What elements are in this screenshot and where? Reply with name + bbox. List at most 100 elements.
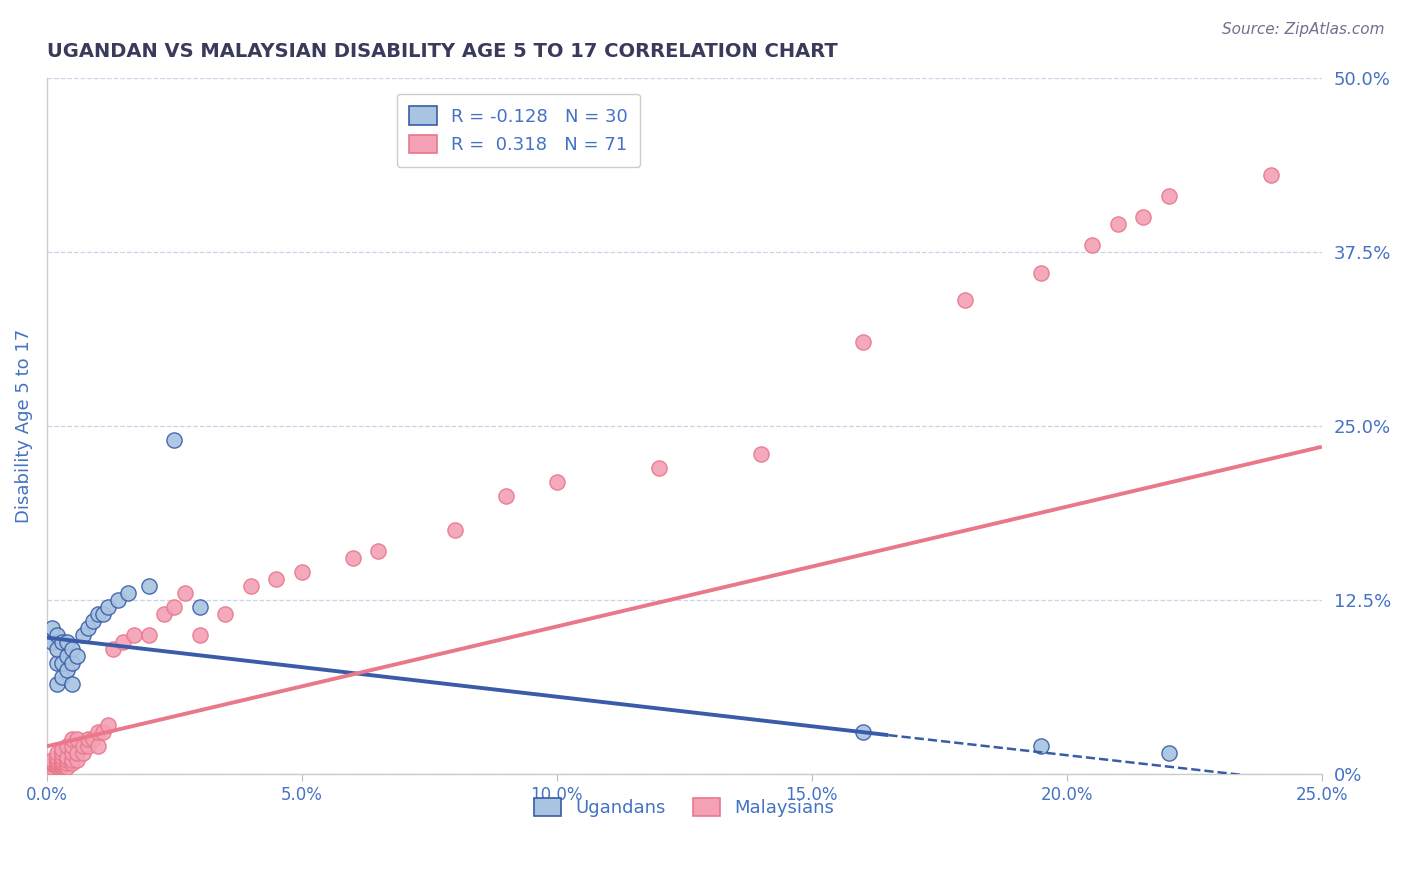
- Point: [122, 628, 145, 642]
- Point: [51, 760, 73, 774]
- Point: [87, 739, 110, 754]
- Point: [46, 760, 69, 774]
- Point: [41, 753, 63, 767]
- Point: [82, 614, 104, 628]
- Text: UGANDAN VS MALAYSIAN DISABILITY AGE 5 TO 17 CORRELATION CHART: UGANDAN VS MALAYSIAN DISABILITY AGE 5 TO…: [46, 42, 838, 61]
- Point: [546, 475, 568, 489]
- Point: [1031, 739, 1053, 754]
- Point: [51, 750, 73, 764]
- Point: [56, 663, 79, 677]
- Point: [60, 753, 83, 767]
- Point: [76, 732, 98, 747]
- Point: [97, 599, 120, 614]
- Point: [46, 753, 69, 767]
- Point: [46, 758, 69, 772]
- Point: [1132, 210, 1154, 224]
- Point: [51, 755, 73, 769]
- Point: [495, 489, 517, 503]
- Point: [51, 757, 73, 772]
- Point: [163, 599, 186, 614]
- Point: [1157, 189, 1180, 203]
- Point: [72, 746, 94, 760]
- Point: [103, 641, 125, 656]
- Point: [82, 732, 104, 747]
- Text: Source: ZipAtlas.com: Source: ZipAtlas.com: [1222, 22, 1385, 37]
- Point: [138, 579, 160, 593]
- Point: [76, 621, 98, 635]
- Point: [41, 756, 63, 770]
- Point: [163, 433, 186, 447]
- Point: [173, 586, 195, 600]
- Y-axis label: Disability Age 5 to 17: Disability Age 5 to 17: [15, 329, 32, 523]
- Point: [444, 524, 467, 538]
- Point: [51, 656, 73, 670]
- Point: [852, 335, 875, 350]
- Point: [91, 607, 114, 621]
- Point: [46, 676, 69, 690]
- Point: [367, 544, 389, 558]
- Point: [46, 755, 69, 769]
- Point: [56, 648, 79, 663]
- Point: [46, 757, 69, 772]
- Point: [46, 746, 69, 760]
- Point: [56, 739, 79, 754]
- Point: [188, 628, 211, 642]
- Point: [266, 572, 288, 586]
- Point: [239, 579, 262, 593]
- Point: [1031, 266, 1053, 280]
- Point: [60, 676, 83, 690]
- Point: [46, 750, 69, 764]
- Point: [51, 753, 73, 767]
- Point: [51, 756, 73, 770]
- Point: [342, 551, 364, 566]
- Point: [87, 725, 110, 739]
- Point: [60, 739, 83, 754]
- Point: [56, 750, 79, 764]
- Point: [60, 656, 83, 670]
- Point: [138, 628, 160, 642]
- Point: [51, 758, 73, 772]
- Point: [60, 641, 83, 656]
- Point: [953, 293, 976, 308]
- Point: [66, 732, 89, 747]
- Point: [1081, 237, 1104, 252]
- Point: [852, 725, 875, 739]
- Point: [76, 739, 98, 754]
- Point: [1260, 168, 1282, 182]
- Point: [91, 725, 114, 739]
- Point: [51, 670, 73, 684]
- Point: [66, 648, 89, 663]
- Point: [41, 760, 63, 774]
- Point: [66, 753, 89, 767]
- Point: [51, 634, 73, 648]
- Point: [41, 634, 63, 648]
- Point: [41, 757, 63, 772]
- Point: [107, 593, 129, 607]
- Point: [87, 607, 110, 621]
- Point: [56, 634, 79, 648]
- Point: [56, 756, 79, 770]
- Point: [112, 634, 135, 648]
- Point: [56, 753, 79, 767]
- Point: [56, 760, 79, 774]
- Point: [60, 756, 83, 770]
- Point: [46, 641, 69, 656]
- Point: [153, 607, 176, 621]
- Point: [46, 628, 69, 642]
- Point: [60, 746, 83, 760]
- Point: [66, 746, 89, 760]
- Point: [51, 746, 73, 760]
- Point: [117, 586, 139, 600]
- Point: [46, 656, 69, 670]
- Point: [72, 628, 94, 642]
- Point: [188, 599, 211, 614]
- Point: [97, 718, 120, 732]
- Point: [60, 732, 83, 747]
- Point: [749, 447, 772, 461]
- Point: [291, 565, 314, 579]
- Point: [1107, 217, 1129, 231]
- Point: [41, 755, 63, 769]
- Point: [648, 460, 671, 475]
- Point: [46, 756, 69, 770]
- Point: [214, 607, 236, 621]
